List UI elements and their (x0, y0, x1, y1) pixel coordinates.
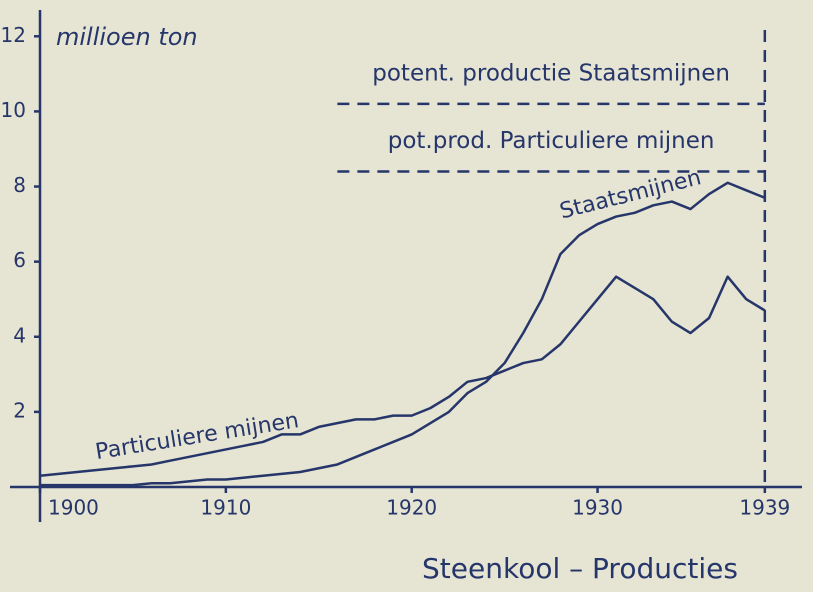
series-label: Staatsmijnen (557, 165, 703, 224)
x-tick-label: 1900 (48, 496, 99, 520)
y-tick-label: 6 (13, 248, 26, 272)
series-label: Particuliere mijnen (94, 408, 301, 465)
x-tick-label: 1939 (739, 496, 790, 520)
y-axis-label: millioen ton (56, 23, 198, 51)
x-tick-label: 1920 (386, 496, 437, 520)
x-tick-label: 1910 (200, 496, 251, 520)
y-tick-label: 4 (13, 323, 26, 347)
series-line (39, 275, 766, 477)
x-tick-label: 1930 (572, 496, 623, 520)
y-tick-label: 2 (13, 398, 26, 422)
series-line (40, 181, 766, 487)
y-tick-label: 8 (13, 173, 26, 197)
reference-label: potent. productie Staatsmijnen (372, 60, 730, 86)
y-tick-label: 10 (1, 98, 26, 122)
chart-title: Steenkool – Producties (422, 552, 738, 585)
reference-label: pot.prod. Particuliere mijnen (388, 128, 715, 154)
y-tick-label: 12 (1, 23, 26, 47)
